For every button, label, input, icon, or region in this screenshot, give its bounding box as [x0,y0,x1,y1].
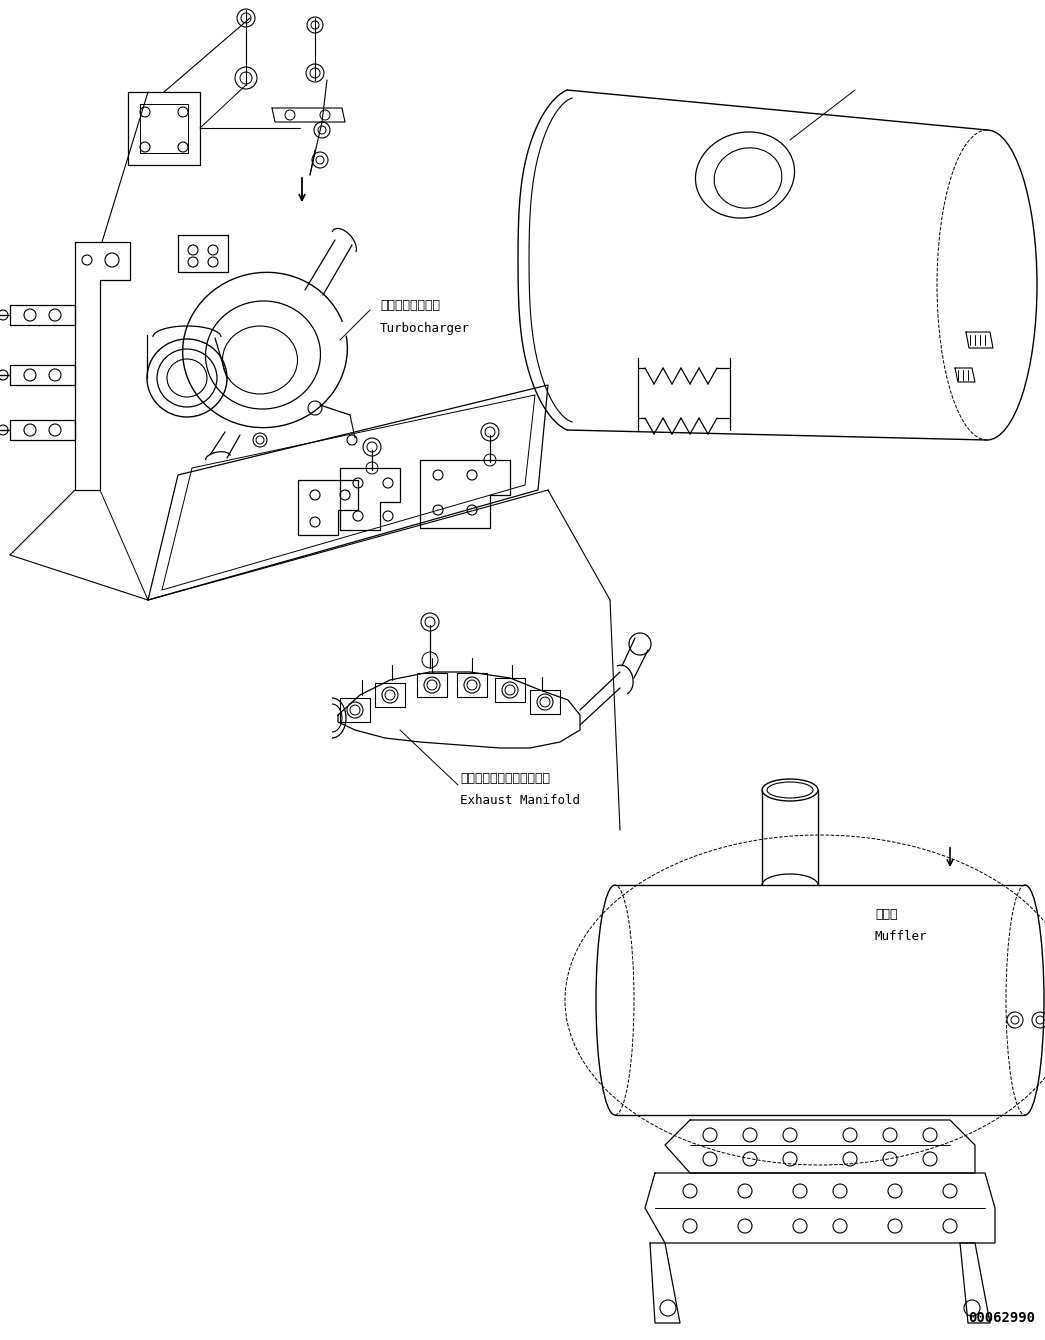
Text: Exhaust Manifold: Exhaust Manifold [460,793,580,807]
Text: マフラ: マフラ [875,909,898,922]
Text: Muffler: Muffler [875,930,928,943]
Text: エキゾーストマニホールド: エキゾーストマニホールド [460,772,550,784]
Text: 00062990: 00062990 [968,1311,1035,1325]
Text: Turbocharger: Turbocharger [380,322,470,335]
Text: ターボチャージャ: ターボチャージャ [380,299,440,311]
